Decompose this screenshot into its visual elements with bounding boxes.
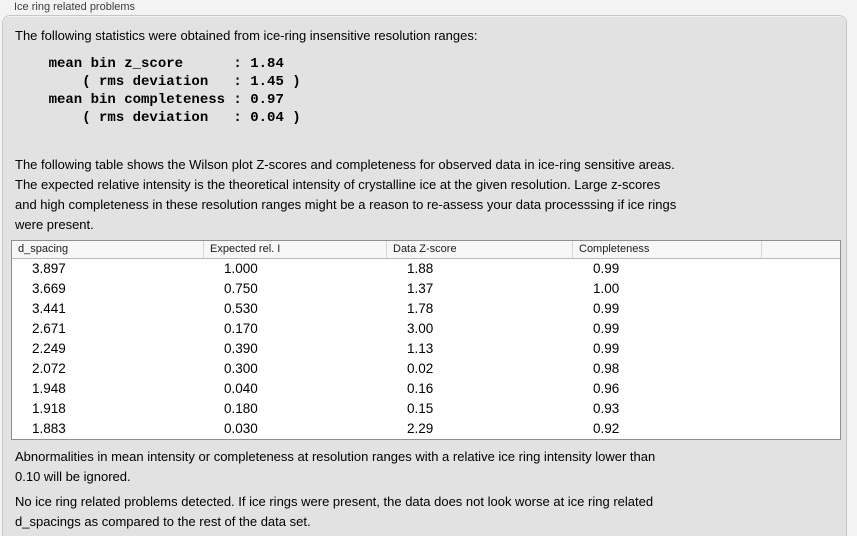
table-row[interactable]: 2.671 0.170 3.00 0.99 (12, 319, 840, 339)
table-cell: 0.530 (224, 301, 258, 316)
table-cell: 1.883 (32, 421, 66, 436)
table-cell: 3.669 (32, 281, 66, 296)
table-cell: 3.00 (407, 321, 434, 336)
table-cell (762, 379, 840, 399)
table-cell: 0.99 (593, 321, 620, 336)
table-cell: 0.98 (593, 361, 620, 376)
table-cell: 0.300 (224, 361, 258, 376)
group-box-label: Ice ring related problems (14, 1, 136, 13)
table-cell: 1.000 (224, 261, 258, 276)
table-header-cell[interactable]: Data Z-score (387, 241, 573, 258)
table-cell: 3.897 (32, 261, 66, 276)
table-row[interactable]: 2.249 0.390 1.13 0.99 (12, 339, 840, 359)
table-cell: 3.441 (32, 301, 66, 316)
table-cell: 0.02 (407, 361, 434, 376)
ice-ring-table: d_spacing Expected rel. I Data Z-score Comp… (11, 240, 841, 440)
table-row[interactable]: 1.918 0.180 0.15 0.93 (12, 399, 840, 419)
intro-text: The following statistics were obtained f… (15, 28, 478, 43)
statistics-text-block: mean bin z_score : 1.84 ( rms deviation … (48, 56, 301, 126)
table-header-row: d_spacing Expected rel. I Data Z-score Comp… (12, 241, 840, 259)
table-cell: 0.390 (224, 341, 258, 356)
table-cell: 0.180 (224, 401, 258, 416)
table-header-cell[interactable] (762, 241, 840, 258)
table-cell (762, 339, 840, 359)
table-header-cell[interactable]: Completeness (573, 241, 762, 258)
table-header-cell[interactable]: Expected rel. I (204, 241, 387, 258)
table-cell: 1.13 (407, 341, 434, 356)
table-cell: 0.750 (224, 281, 258, 296)
table-header-cell[interactable]: d_spacing (12, 241, 204, 258)
table-cell: 2.249 (32, 341, 66, 356)
table-cell (762, 319, 840, 339)
table-cell: 0.040 (224, 381, 258, 396)
table-cell (762, 419, 840, 439)
table-cell (762, 399, 840, 419)
table-row[interactable]: 3.669 0.750 1.37 1.00 (12, 279, 840, 299)
table-cell: 0.15 (407, 401, 434, 416)
table-cell: 1.00 (593, 281, 620, 296)
table-cell: 2.671 (32, 321, 66, 336)
table-cell (762, 359, 840, 379)
table-cell (762, 259, 840, 279)
table-row[interactable]: 1.948 0.040 0.16 0.96 (12, 379, 840, 399)
table-cell: 0.92 (593, 421, 620, 436)
table-body: 3.897 1.000 1.88 0.99 3.669 0.750 1.37 1.00 3.44… (12, 259, 840, 439)
table-cell: 2.29 (407, 421, 434, 436)
table-cell: 2.072 (32, 361, 66, 376)
table-row[interactable]: 3.441 0.530 1.78 0.99 (12, 299, 840, 319)
table-cell: 1.37 (407, 281, 434, 296)
table-cell: 0.99 (593, 301, 620, 316)
table-cell: 1.88 (407, 261, 434, 276)
abnormalities-note-text: Abnormalities in mean intensity or compl… (15, 449, 656, 484)
conclusion-text: No ice ring related problems detected. I… (15, 494, 654, 529)
table-cell (762, 279, 840, 299)
table-cell (762, 299, 840, 319)
table-cell: 0.030 (224, 421, 258, 436)
table-cell: 1.948 (32, 381, 66, 396)
table-cell: 0.170 (224, 321, 258, 336)
table-cell: 0.93 (593, 401, 620, 416)
table-description-text: The following table shows the Wilson plo… (15, 157, 677, 232)
table-cell: 1.918 (32, 401, 66, 416)
table-cell: 0.16 (407, 381, 434, 396)
table-cell: 0.99 (593, 261, 620, 276)
ice-ring-group-panel: The following statistics were obtained f… (2, 15, 847, 536)
table-row[interactable]: 2.072 0.300 0.02 0.98 (12, 359, 840, 379)
table-row[interactable]: 1.883 0.030 2.29 0.92 (12, 419, 840, 439)
table-row[interactable]: 3.897 1.000 1.88 0.99 (12, 259, 840, 279)
table-cell: 1.78 (407, 301, 434, 316)
table-cell: 0.96 (593, 381, 620, 396)
table-cell: 0.99 (593, 341, 620, 356)
